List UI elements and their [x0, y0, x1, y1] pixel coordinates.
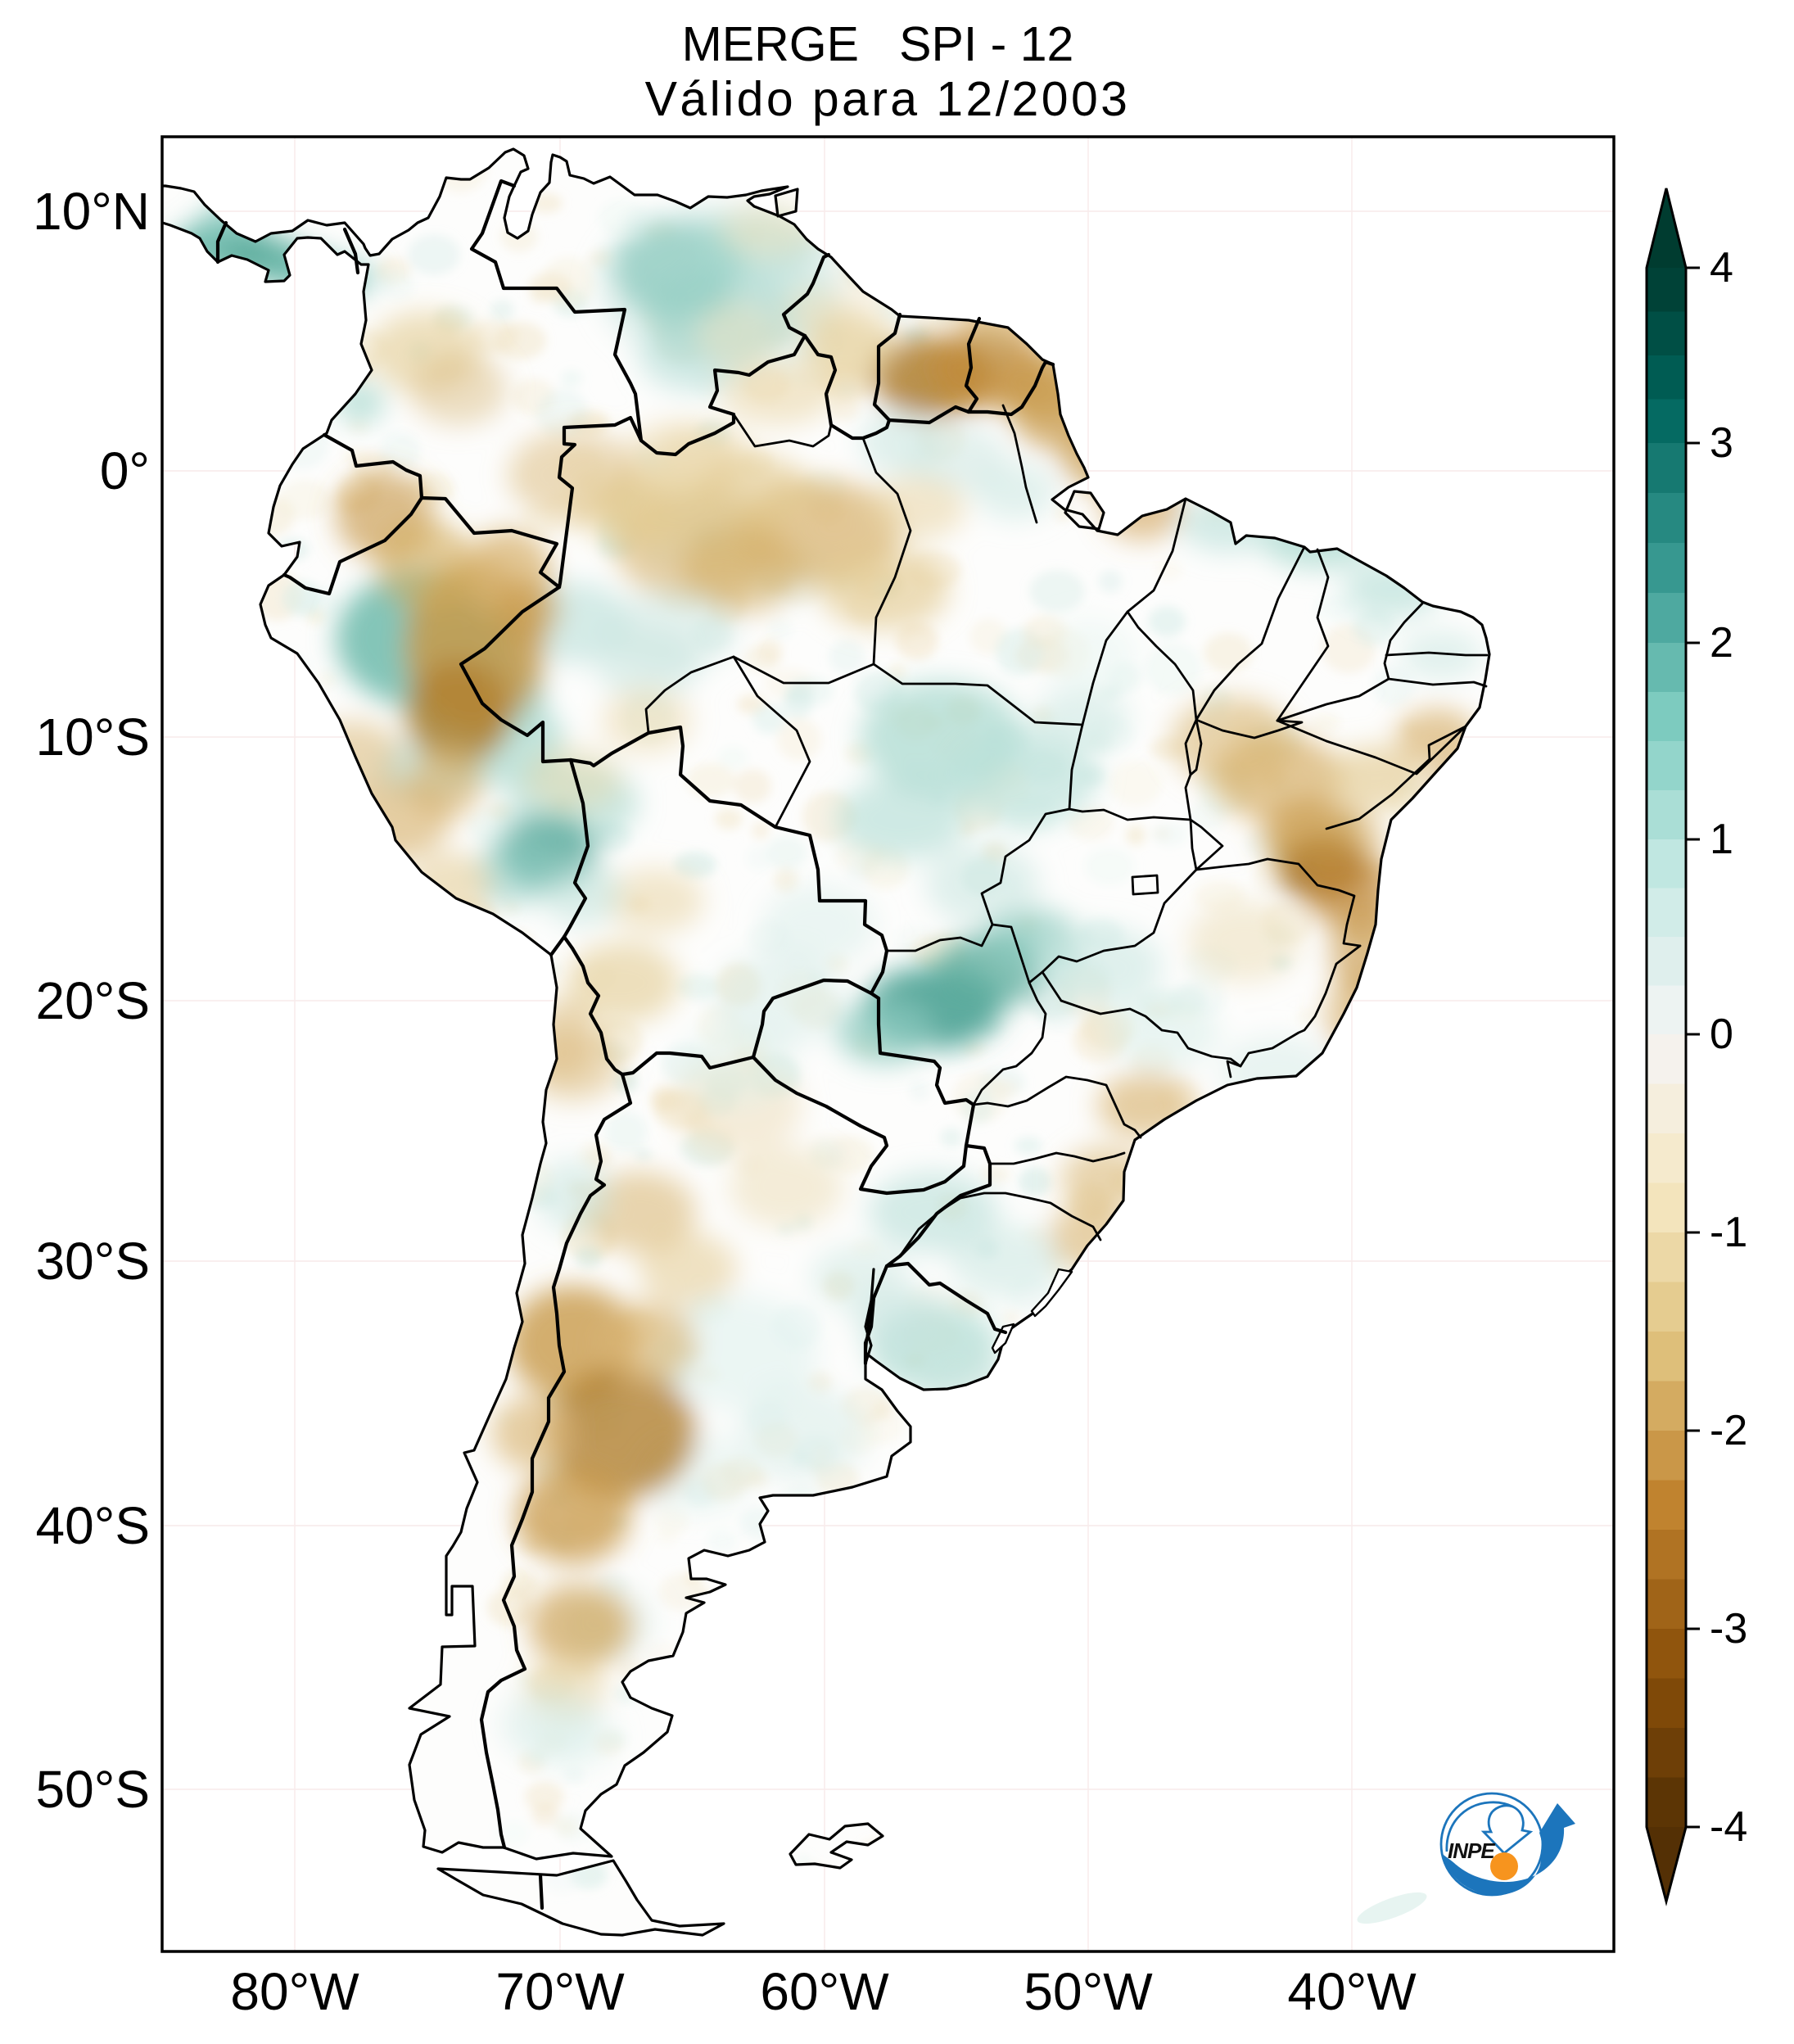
svg-text:0°: 0° — [100, 441, 150, 500]
svg-text:50°S: 50°S — [36, 1760, 150, 1819]
svg-text:50°W: 50°W — [1024, 1962, 1153, 2021]
svg-text:-1: -1 — [1710, 1209, 1747, 1256]
svg-text:20°S: 20°S — [36, 971, 150, 1030]
svg-text:1: 1 — [1710, 816, 1733, 863]
svg-text:-4: -4 — [1710, 1803, 1747, 1851]
svg-text:3: 3 — [1710, 419, 1733, 467]
svg-text:-3: -3 — [1710, 1605, 1747, 1653]
svg-text:0: 0 — [1710, 1011, 1733, 1058]
svg-text:40°S: 40°S — [36, 1496, 150, 1555]
svg-text:10°S: 10°S — [36, 708, 150, 766]
svg-text:10°N: 10°N — [33, 182, 150, 241]
svg-text:70°W: 70°W — [495, 1962, 625, 2021]
svg-text:INPE: INPE — [1448, 1838, 1495, 1863]
svg-text:4: 4 — [1710, 244, 1733, 292]
svg-text:-2: -2 — [1710, 1407, 1747, 1454]
svg-text:MERGE SPI - 12: MERGE SPI - 12 — [682, 17, 1074, 71]
svg-text:Válido para 12/2003: Válido para 12/2003 — [645, 72, 1131, 126]
svg-text:40°W: 40°W — [1287, 1962, 1417, 2021]
svg-text:80°W: 80°W — [230, 1962, 359, 2021]
svg-text:60°W: 60°W — [760, 1962, 889, 2021]
svg-text:30°S: 30°S — [36, 1232, 150, 1291]
svg-text:2: 2 — [1710, 619, 1733, 667]
